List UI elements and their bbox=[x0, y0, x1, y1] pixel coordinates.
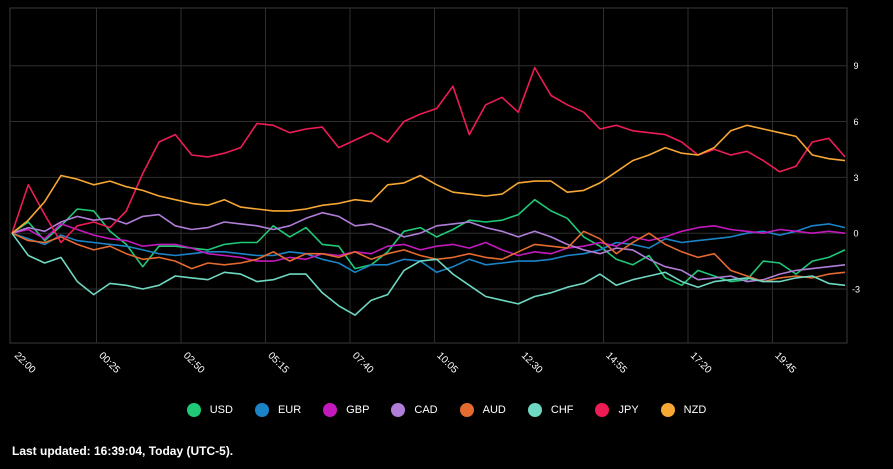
legend-dot-icon bbox=[527, 403, 542, 417]
x-tick-label: 10:05 bbox=[434, 350, 460, 376]
y-tick-label: 6 bbox=[853, 117, 858, 127]
legend-item-usd[interactable]: USD bbox=[186, 403, 233, 417]
y-tick-label: 3 bbox=[853, 173, 858, 183]
last-updated-text: Last updated: 16:39:04, Today (UTC-5). bbox=[12, 444, 234, 458]
legend-item-aud[interactable]: AUD bbox=[459, 403, 506, 417]
x-tick-label: 12:30 bbox=[519, 350, 545, 376]
grid bbox=[10, 8, 847, 343]
series-line-usd bbox=[11, 198, 846, 287]
legend-item-nzd[interactable]: NZD bbox=[660, 403, 707, 417]
legend-label: GBP bbox=[346, 404, 370, 416]
x-tick-label: 19:45 bbox=[772, 350, 798, 376]
legend-label: CHF bbox=[550, 404, 574, 416]
y-tick-label: -3 bbox=[852, 285, 860, 295]
series-line-chf bbox=[11, 232, 846, 316]
series-lines bbox=[11, 66, 846, 316]
legend-item-cad[interactable]: CAD bbox=[391, 403, 438, 417]
legend-label: CAD bbox=[414, 404, 438, 416]
legend-dot-icon bbox=[391, 403, 406, 417]
currency-strength-chart: 22:00 00:25 02:50 05:15 07:40 10:05 12:30 14:55… bbox=[9, 7, 860, 376]
x-tick-label: 22:00 bbox=[12, 350, 38, 376]
x-tick-label: 00:25 bbox=[96, 350, 122, 376]
series-line-aud bbox=[11, 230, 846, 283]
legend-item-jpy[interactable]: JPY bbox=[595, 403, 639, 417]
legend-dot-icon bbox=[186, 403, 201, 417]
legend-item-eur[interactable]: EUR bbox=[254, 403, 302, 417]
legend-label: JPY bbox=[618, 404, 639, 416]
x-axis-labels: 22:00 00:25 02:50 05:15 07:40 10:05 12:30 14:55… bbox=[12, 350, 798, 376]
series-line-gbp bbox=[11, 223, 846, 262]
legend-dot-icon bbox=[459, 403, 474, 417]
x-tick-label: 02:50 bbox=[181, 350, 207, 376]
legend-label: EUR bbox=[277, 404, 302, 416]
series-line-jpy bbox=[11, 66, 846, 244]
legend-label: AUD bbox=[482, 404, 506, 416]
legend-item-gbp[interactable]: GBP bbox=[323, 403, 369, 417]
legend-dot-icon bbox=[595, 403, 610, 417]
legend-item-chf[interactable]: CHF bbox=[527, 403, 574, 417]
y-axis-labels: 9 6 3 0 -3 bbox=[852, 61, 860, 294]
y-tick-label: 0 bbox=[853, 229, 858, 239]
y-tick-label: 9 bbox=[853, 61, 858, 71]
x-tick-label: 05:15 bbox=[265, 350, 291, 376]
legend-label: USD bbox=[209, 404, 233, 416]
series-line-cad bbox=[11, 211, 846, 283]
legend: USD EUR GBP CAD AUD CHF JPY NZD bbox=[0, 400, 893, 420]
x-tick-label: 14:55 bbox=[603, 350, 629, 376]
series-line-eur bbox=[11, 223, 846, 274]
legend-dot-icon bbox=[254, 403, 269, 417]
legend-dot-icon bbox=[660, 403, 675, 417]
plot-frame bbox=[9, 7, 848, 344]
legend-label: NZD bbox=[683, 404, 707, 416]
x-tick-label: 17:20 bbox=[688, 350, 714, 376]
legend-dot-icon bbox=[323, 403, 338, 417]
series-line-nzd bbox=[11, 124, 846, 234]
x-tick-label: 07:40 bbox=[350, 350, 376, 376]
